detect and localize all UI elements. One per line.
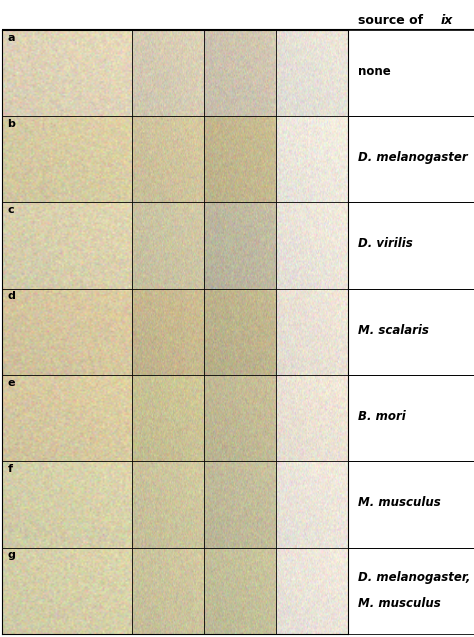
Text: M. musculus: M. musculus [358,597,441,610]
Text: a: a [8,32,15,43]
Text: source of: source of [358,14,428,27]
Text: M. scalaris: M. scalaris [358,324,429,336]
Text: B. mori: B. mori [358,410,406,423]
Text: g: g [8,550,16,560]
Text: M. musculus: M. musculus [358,496,441,509]
Text: none: none [358,65,391,78]
Text: b: b [8,118,16,129]
Text: D. melanogaster: D. melanogaster [358,151,468,164]
Text: e: e [8,378,15,387]
Text: ix: ix [441,14,453,27]
Text: D. virilis: D. virilis [358,238,413,250]
Text: f: f [8,464,13,474]
Text: d: d [8,291,16,301]
Text: c: c [8,205,14,215]
Text: D. melanogaster,: D. melanogaster, [358,571,471,584]
